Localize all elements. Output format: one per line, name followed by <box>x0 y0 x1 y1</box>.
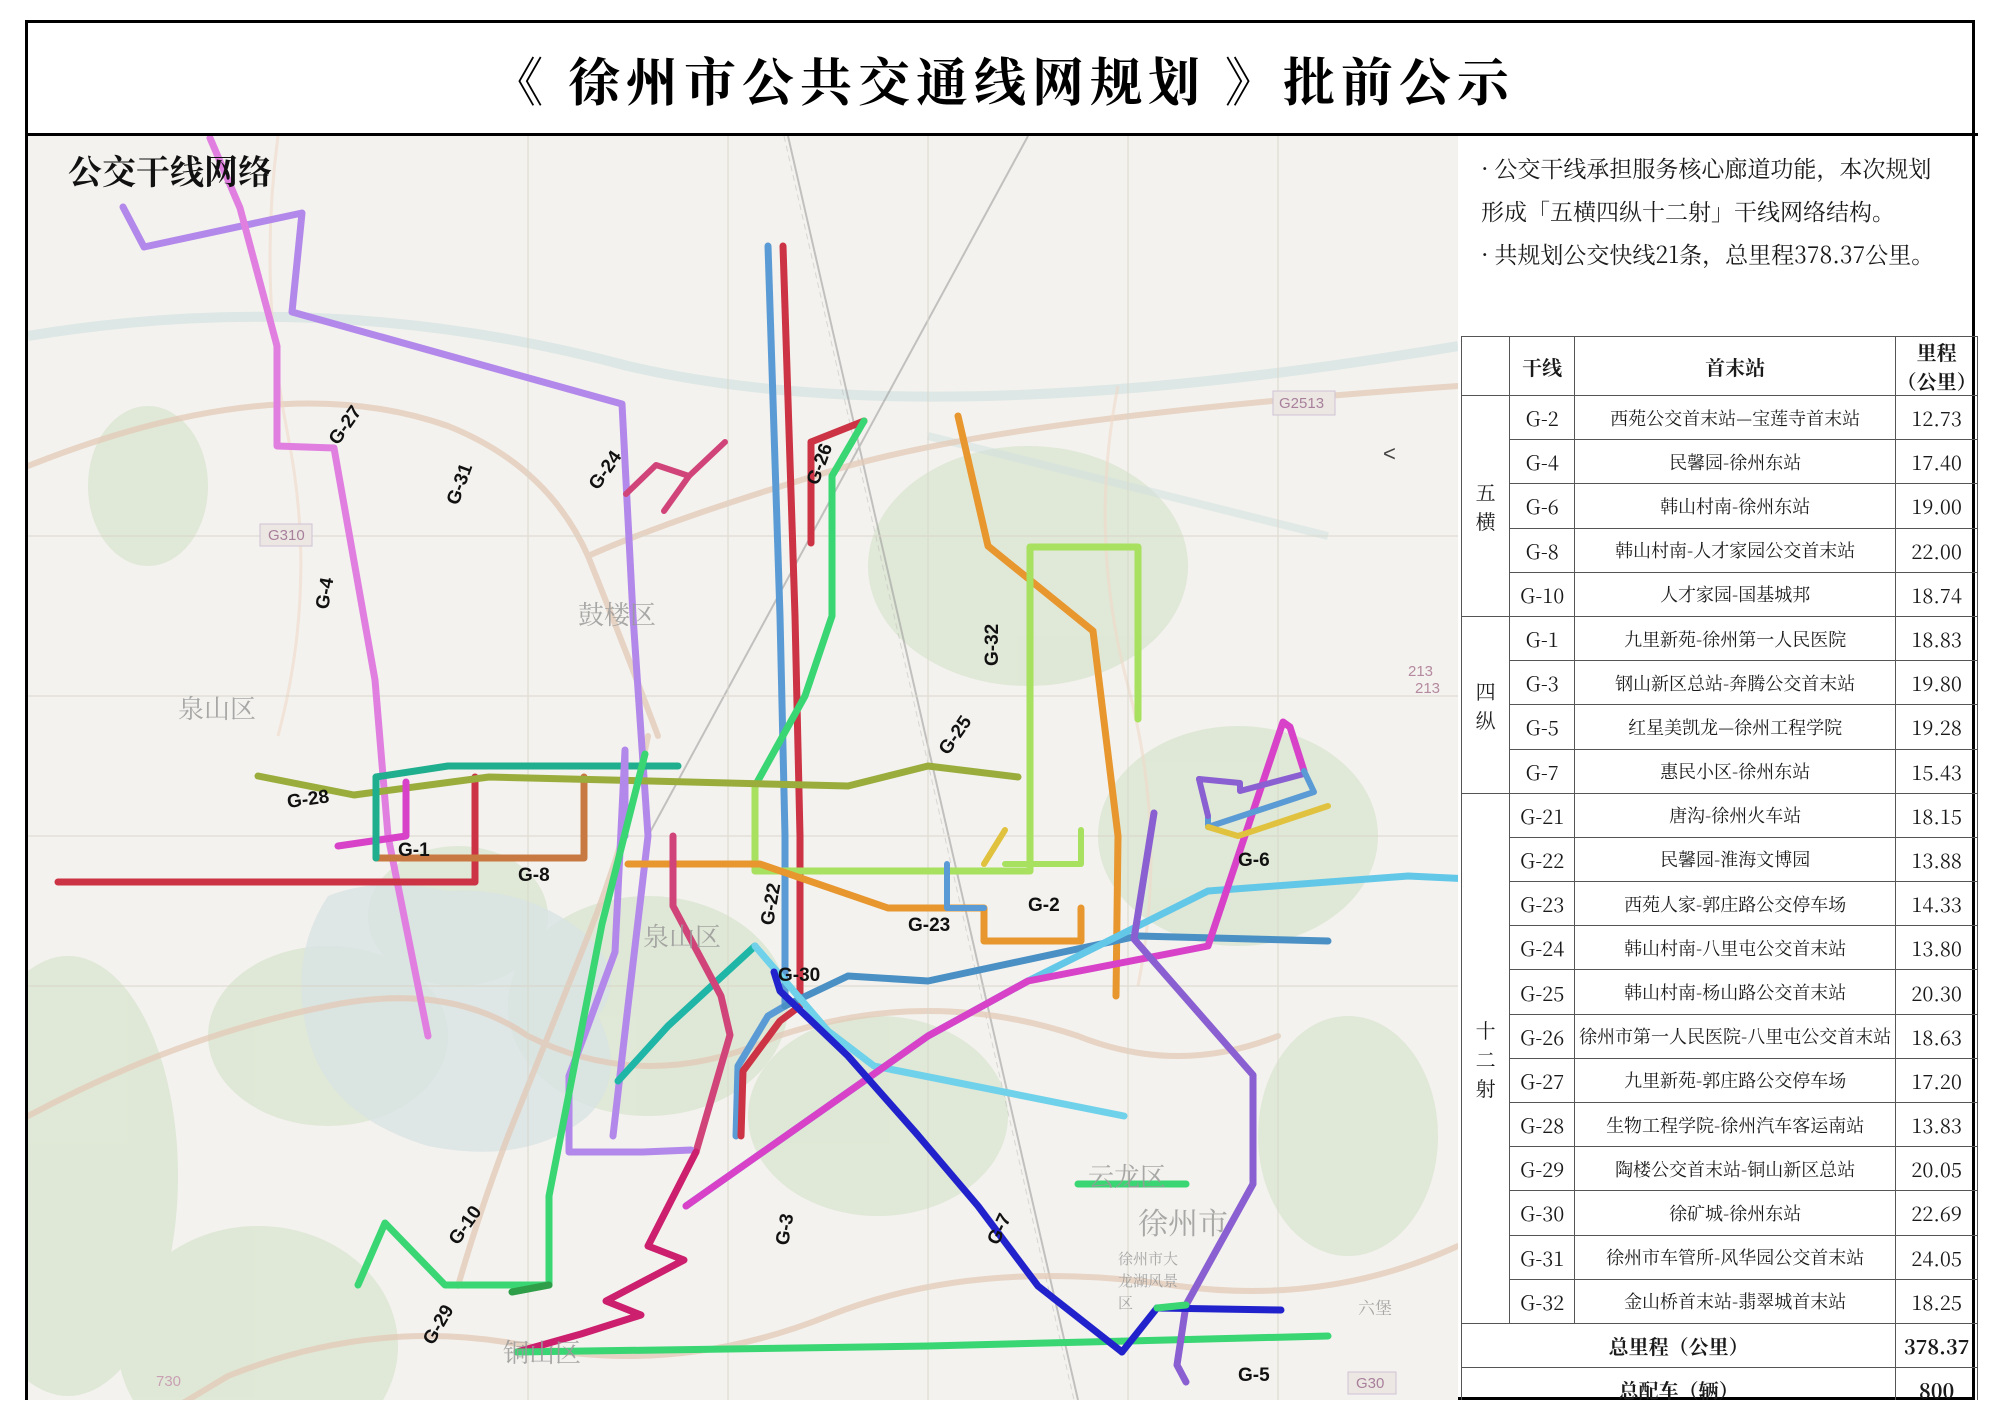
svg-text:213: 213 <box>1415 680 1440 697</box>
svg-text:<: < <box>1383 441 1396 466</box>
svg-text:G310: G310 <box>268 527 305 544</box>
svg-text:213: 213 <box>1408 663 1433 680</box>
svg-text:G-1: G-1 <box>398 840 430 861</box>
svg-text:龙湖风景: 龙湖风景 <box>1118 1270 1178 1291</box>
svg-text:G-5: G-5 <box>1238 1365 1270 1386</box>
svg-text:泉山区: 泉山区 <box>643 917 721 954</box>
svg-text:730: 730 <box>156 1373 181 1390</box>
svg-text:徐州市: 徐州市 <box>1138 1199 1228 1243</box>
svg-text:云龙区: 云龙区 <box>1088 1157 1166 1194</box>
svg-text:G-30: G-30 <box>778 965 820 986</box>
svg-text:G30: G30 <box>1356 1375 1384 1392</box>
svg-text:G-32: G-32 <box>982 624 1003 666</box>
svg-text:鼓楼区: 鼓楼区 <box>578 595 656 632</box>
svg-text:公交干线网络: 公交干线网络 <box>68 145 272 194</box>
svg-text:徐州市大: 徐州市大 <box>1118 1248 1178 1269</box>
svg-text:区: 区 <box>1118 1292 1133 1313</box>
svg-text:G-23: G-23 <box>908 915 950 936</box>
svg-text:泉山区: 泉山区 <box>178 689 256 726</box>
svg-text:六堡: 六堡 <box>1358 1294 1392 1319</box>
svg-text:G-6: G-6 <box>1238 850 1270 871</box>
svg-text:G-8: G-8 <box>518 865 550 886</box>
svg-text:G2513: G2513 <box>1279 395 1324 412</box>
svg-text:G-2: G-2 <box>1028 895 1060 916</box>
svg-text:铜山区: 铜山区 <box>503 1333 581 1370</box>
